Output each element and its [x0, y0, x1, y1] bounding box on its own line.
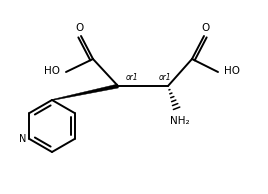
Text: N: N: [19, 134, 26, 144]
Text: HO: HO: [44, 66, 60, 76]
Polygon shape: [52, 84, 118, 100]
Text: O: O: [201, 23, 209, 33]
Text: O: O: [76, 23, 84, 33]
Text: or1: or1: [159, 73, 172, 81]
Text: NH₂: NH₂: [170, 116, 190, 126]
Text: or1: or1: [126, 73, 139, 81]
Text: HO: HO: [224, 66, 240, 76]
